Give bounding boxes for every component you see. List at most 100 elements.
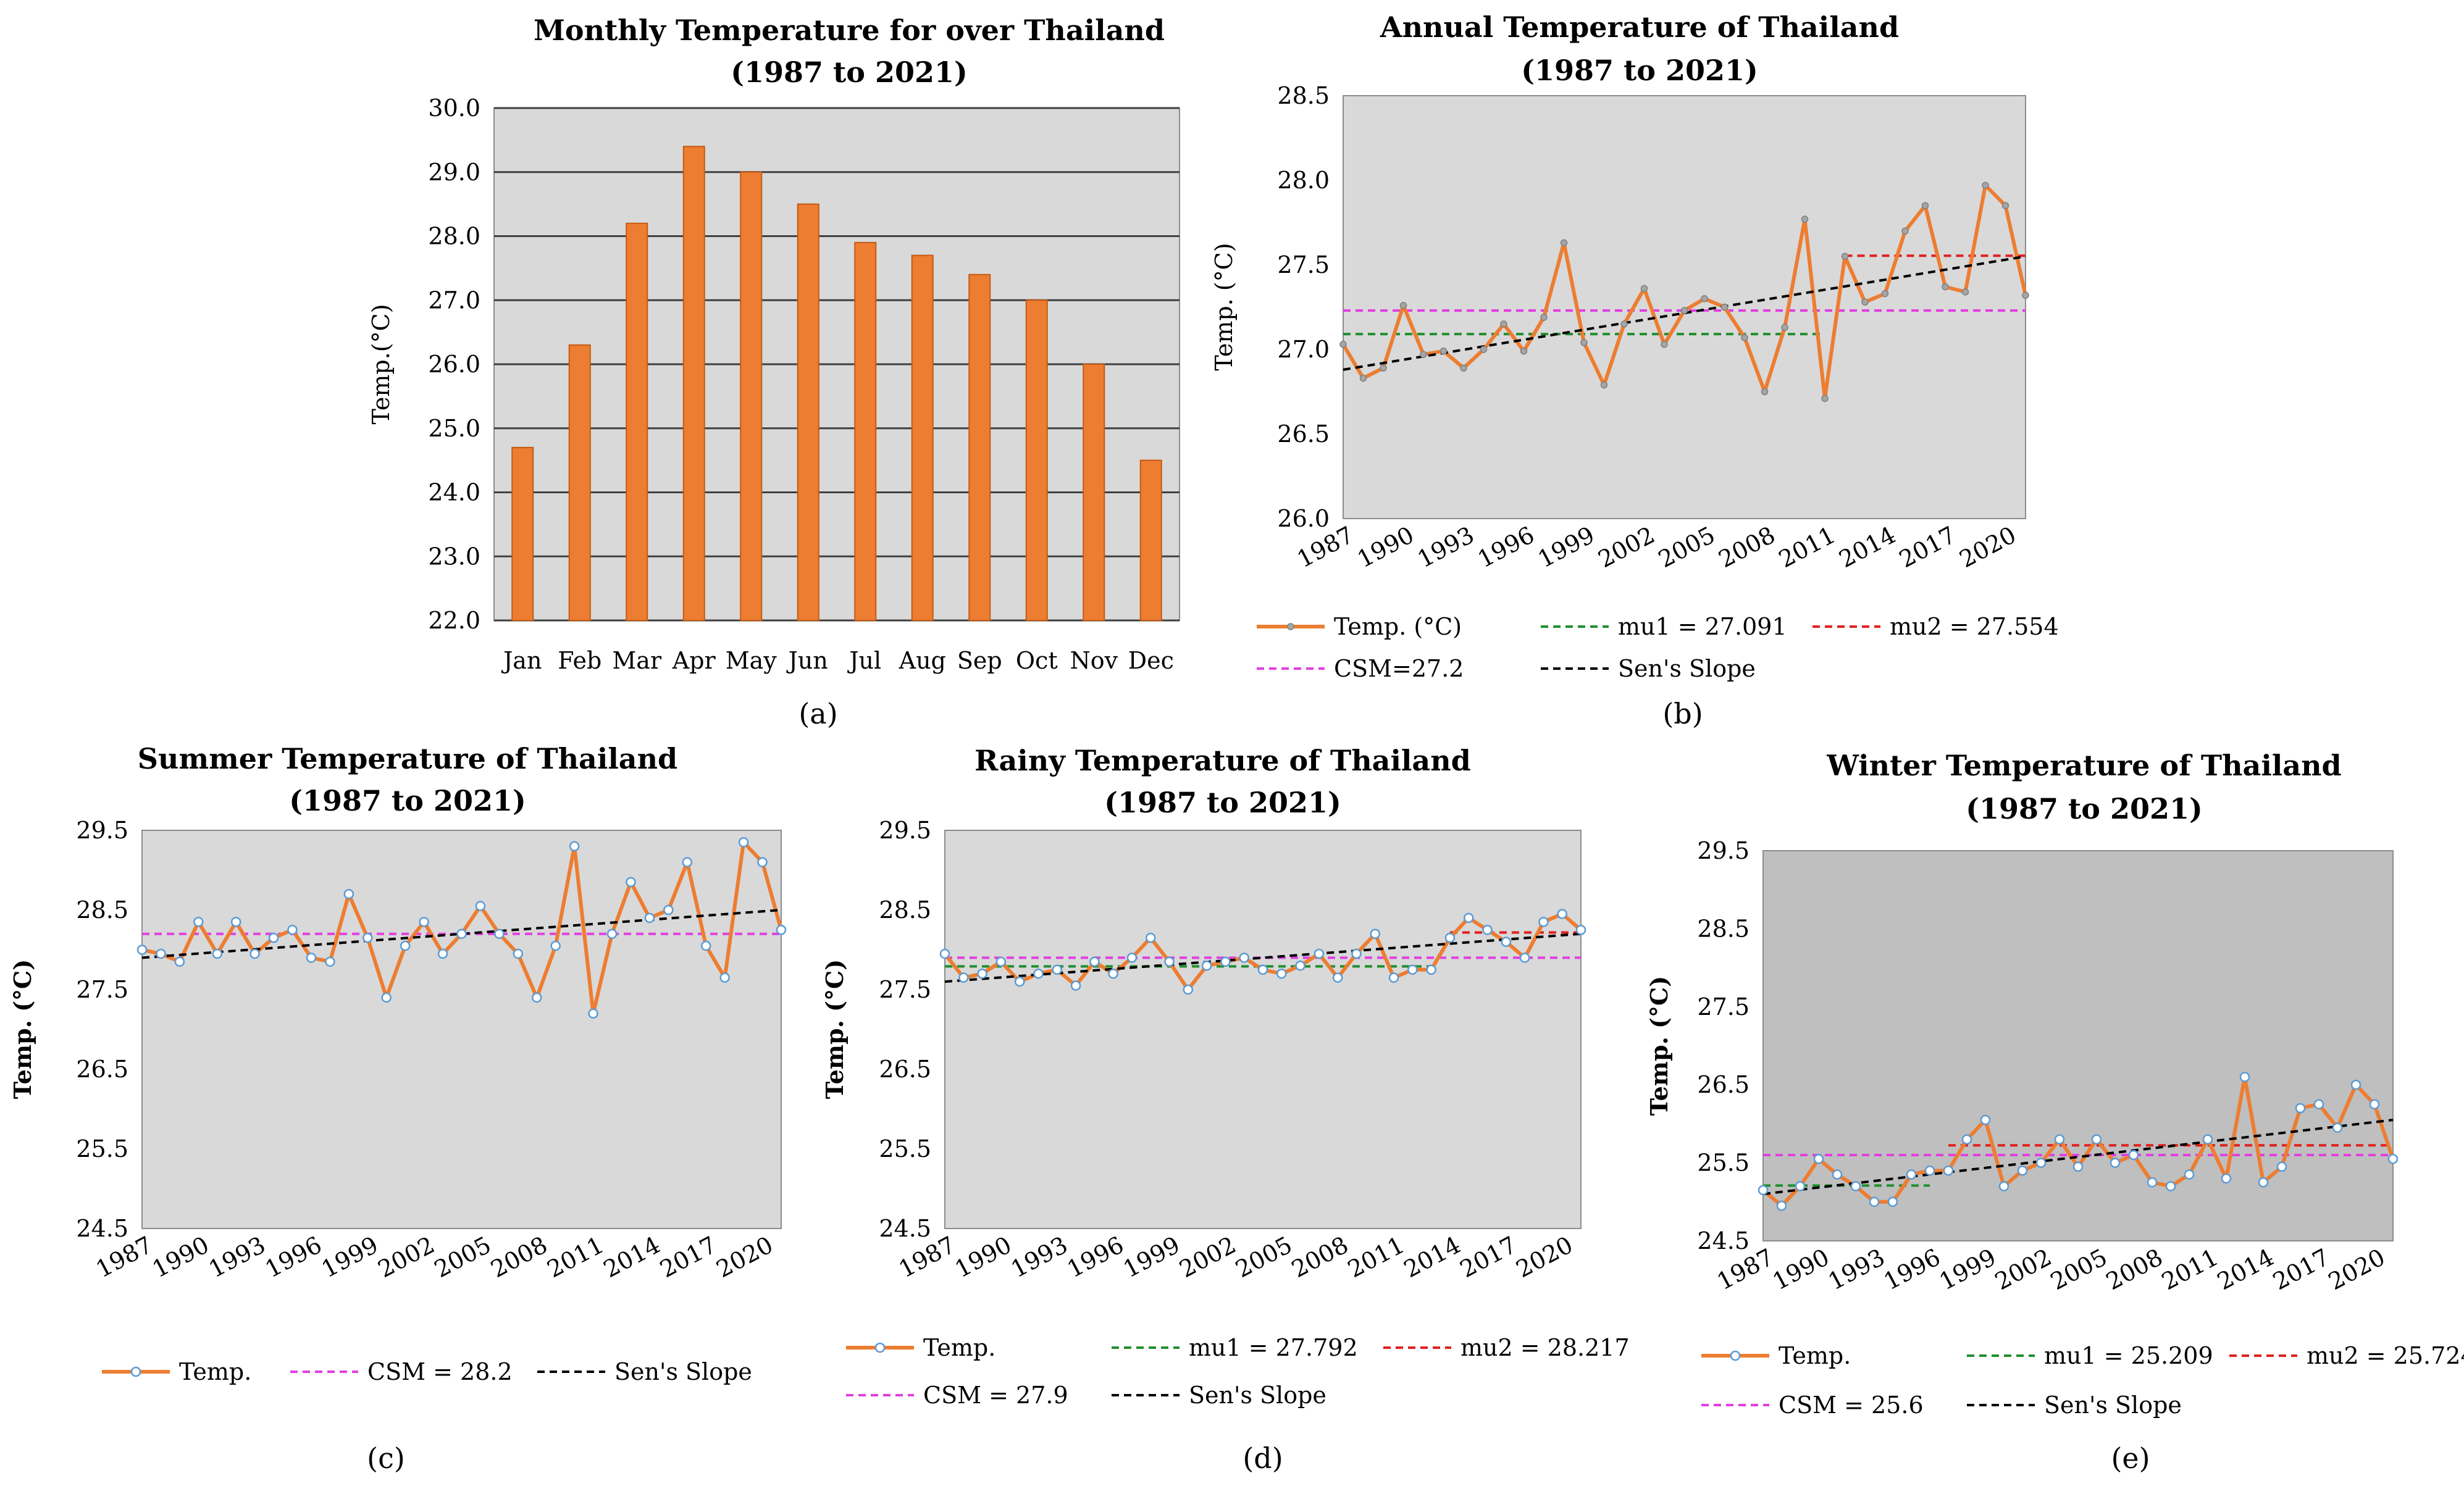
data-point	[156, 948, 166, 959]
data-point	[1924, 1165, 1935, 1176]
chart-title: Annual Temperature of Thailand	[1380, 10, 1899, 44]
data-point	[1519, 953, 1530, 963]
y-tick-label: 26.5	[1277, 420, 1330, 448]
data-point	[381, 992, 392, 1003]
bar-jul	[854, 241, 877, 621]
data-point	[606, 928, 618, 939]
data-point	[1813, 1154, 1824, 1164]
legend-label: Temp. (°C)	[1334, 613, 1462, 640]
x-tick-label: 2011	[2157, 1243, 2223, 1295]
y-tick-label: 26.5	[879, 1056, 931, 1083]
x-tick-label: 2020	[2324, 1243, 2389, 1295]
data-point	[644, 912, 655, 924]
y-tick-label: 28.5	[1697, 915, 1750, 942]
data-point	[1942, 283, 1949, 291]
data-point	[1776, 1200, 1787, 1211]
data-point	[1795, 1181, 1806, 1191]
y-tick-label: 28.5	[879, 896, 931, 924]
data-point	[1500, 320, 1507, 328]
x-tick-label: Apr	[672, 647, 716, 674]
data-point	[1580, 339, 1588, 346]
y-tick-label: 28.5	[1277, 82, 1330, 109]
y-tick-label: 22.0	[428, 607, 480, 634]
x-tick-label: Oct	[1016, 647, 1058, 674]
data-point	[325, 956, 335, 967]
data-point	[977, 968, 987, 979]
y-tick-label: 27.5	[76, 976, 128, 1003]
data-point	[1961, 1134, 1972, 1145]
y-axis-label: Temp. (°C)	[1645, 976, 1673, 1116]
data-point	[1520, 347, 1528, 355]
data-point	[2184, 1169, 2195, 1180]
plot-area	[1762, 850, 2394, 1241]
x-tick-label: Jul	[847, 647, 881, 674]
chart-subtitle: (1987 to 2021)	[1966, 792, 2203, 825]
chart-title: Rainy Temperature of Thailand	[974, 744, 1471, 777]
data-point	[2276, 1161, 2287, 1172]
data-point	[1832, 1169, 1843, 1180]
y-axis-label: Temp. (°C)	[9, 959, 36, 1099]
data-point	[1339, 341, 1347, 348]
data-point	[1943, 1165, 1954, 1176]
y-tick-label: 27.5	[1697, 993, 1750, 1020]
data-point	[588, 1008, 598, 1019]
panel-caption: (d)	[1242, 1442, 1283, 1475]
data-point	[1052, 964, 1063, 975]
legend-label: CSM = 27.9	[923, 1382, 1068, 1409]
data-point	[2022, 291, 2029, 299]
data-point	[1164, 956, 1175, 967]
y-tick-label: 23.0	[428, 543, 480, 570]
trend-line-sens-slope	[1762, 1119, 2394, 1196]
y-tick-label: 29.5	[76, 817, 128, 844]
data-point	[2035, 1158, 2047, 1168]
panel-caption: (b)	[1662, 697, 1703, 730]
data-point	[1359, 374, 1367, 382]
data-point	[682, 857, 693, 867]
y-tick-label: 24.0	[428, 479, 480, 506]
data-point	[1560, 239, 1568, 247]
data-point	[2110, 1158, 2121, 1168]
x-tick-label: Dec	[1128, 647, 1174, 674]
y-axis-label: Temp.(°C)	[367, 304, 395, 424]
data-point	[1501, 937, 1512, 947]
data-point	[2072, 1161, 2084, 1172]
data-point	[550, 940, 561, 951]
data-point	[1720, 303, 1729, 311]
legend-marker	[874, 1342, 886, 1353]
data-point	[136, 945, 148, 955]
data-point	[1881, 290, 1889, 298]
x-tick-label: 2014	[2213, 1243, 2278, 1295]
bar-aug	[911, 254, 934, 621]
panel-caption: (e)	[2111, 1442, 2150, 1475]
trend-line-sens-slope	[944, 932, 1582, 983]
data-point	[419, 917, 429, 927]
x-tick-label: Jan	[501, 647, 542, 674]
panel-caption: (a)	[798, 697, 837, 730]
x-tick-label: Jun	[786, 647, 828, 674]
data-point	[2091, 1134, 2102, 1145]
data-point	[1661, 341, 1668, 348]
y-tick-label: 24.5	[879, 1215, 931, 1242]
data-point	[1961, 288, 1969, 296]
x-tick-label: 2017	[2268, 1243, 2334, 1295]
data-point	[400, 940, 411, 951]
legend-label: Sen's Slope	[1618, 655, 1756, 682]
data-point	[1089, 956, 1100, 967]
y-tick-label: 25.5	[879, 1135, 931, 1162]
x-tick-label: Sep	[957, 647, 1002, 674]
data-point	[1781, 323, 1788, 332]
data-point	[249, 948, 260, 959]
data-point	[513, 948, 524, 959]
y-tick-label: 27.0	[1277, 336, 1330, 363]
bar-apr	[682, 146, 705, 621]
data-point	[343, 888, 354, 899]
data-point	[1370, 928, 1381, 939]
data-point	[287, 925, 298, 935]
legend-label: Sen's Slope	[614, 1358, 752, 1385]
data-point	[2332, 1122, 2343, 1133]
